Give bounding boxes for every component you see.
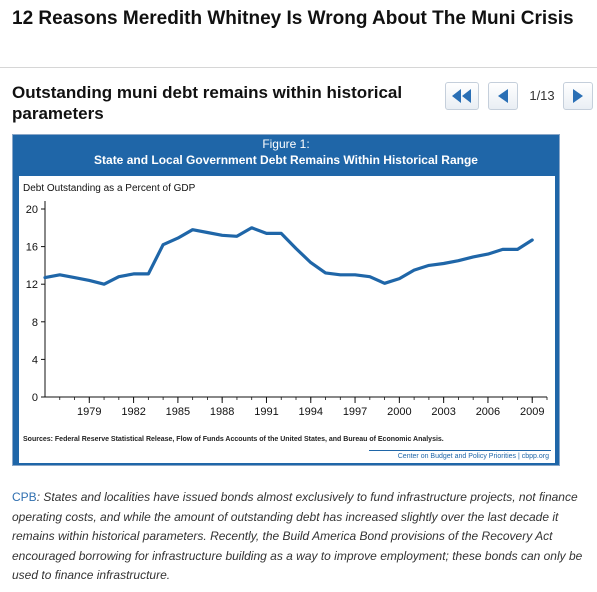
caption-text: : States and localities have issued bond… (12, 490, 583, 582)
x-tick-label: 1982 (121, 406, 145, 418)
chart-credit: Center on Budget and Policy Priorities |… (397, 453, 549, 460)
x-tick-label: 2003 (431, 406, 455, 418)
caption: CPB: States and localities have issued b… (12, 488, 597, 586)
x-tick-label: 1985 (166, 406, 190, 418)
x-tick-label: 1979 (77, 406, 101, 418)
y-axis-label: Debt Outstanding as a Percent of GDP (23, 183, 196, 194)
x-tick-label: 2006 (476, 406, 500, 418)
y-tick-label: 16 (26, 242, 38, 254)
x-tick-label: 1988 (210, 406, 234, 418)
x-tick-label: 2009 (520, 406, 544, 418)
chart-sources: Sources: Federal Reserve Statistical Rel… (23, 436, 444, 443)
x-tick-label: 2000 (387, 406, 411, 418)
y-tick-label: 4 (32, 354, 38, 366)
chart-panel: Debt Outstanding as a Percent of GDP 0 4 8 1… (19, 176, 555, 463)
slide-counter: 1/13 (529, 88, 555, 103)
previous-slide-button[interactable] (488, 82, 518, 110)
page-title: 12 Reasons Meredith Whitney Is Wrong Abo… (12, 8, 574, 29)
y-tick-label: 8 (32, 317, 38, 329)
source-link[interactable]: CPB (12, 490, 37, 504)
title-divider (0, 67, 597, 68)
y-tick-label: 20 (26, 204, 38, 216)
x-tick-label: 1994 (299, 406, 323, 418)
figure-frame: Figure 1: State and Local Government Deb… (12, 134, 560, 466)
figure-heading: State and Local Government Debt Remains … (94, 153, 478, 167)
first-slide-button[interactable] (445, 82, 479, 110)
x-tick-label: 1997 (343, 406, 367, 418)
double-left-arrow-icon (452, 89, 471, 103)
x-tick-label: 1991 (254, 406, 278, 418)
series-line (43, 226, 534, 286)
slide-title: Outstanding muni debt remains within his… (12, 83, 403, 123)
y-tick-label: 12 (26, 279, 38, 291)
line-chart: Debt Outstanding as a Percent of GDP 0 4 8 1… (23, 183, 548, 418)
figure-label: Figure 1: (262, 137, 310, 151)
y-tick-label: 0 (32, 392, 38, 404)
right-arrow-icon (573, 89, 583, 103)
credit-divider (369, 450, 551, 451)
next-slide-button[interactable] (563, 82, 593, 110)
left-arrow-icon (498, 89, 508, 103)
